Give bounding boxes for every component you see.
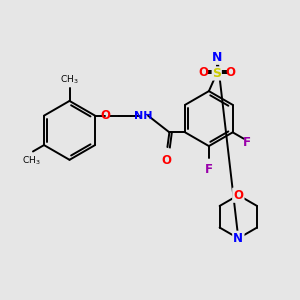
Text: O: O bbox=[101, 109, 111, 122]
Text: NH: NH bbox=[134, 111, 152, 121]
Text: CH$_3$: CH$_3$ bbox=[22, 154, 40, 167]
Text: N: N bbox=[233, 232, 243, 245]
Text: O: O bbox=[226, 66, 236, 79]
Text: O: O bbox=[198, 66, 208, 79]
Text: F: F bbox=[205, 163, 213, 176]
Text: CH$_3$: CH$_3$ bbox=[60, 74, 79, 86]
Text: O: O bbox=[233, 189, 243, 202]
Text: O: O bbox=[161, 154, 171, 167]
Text: F: F bbox=[243, 136, 251, 149]
Text: S: S bbox=[212, 67, 221, 80]
Text: N: N bbox=[212, 51, 222, 64]
